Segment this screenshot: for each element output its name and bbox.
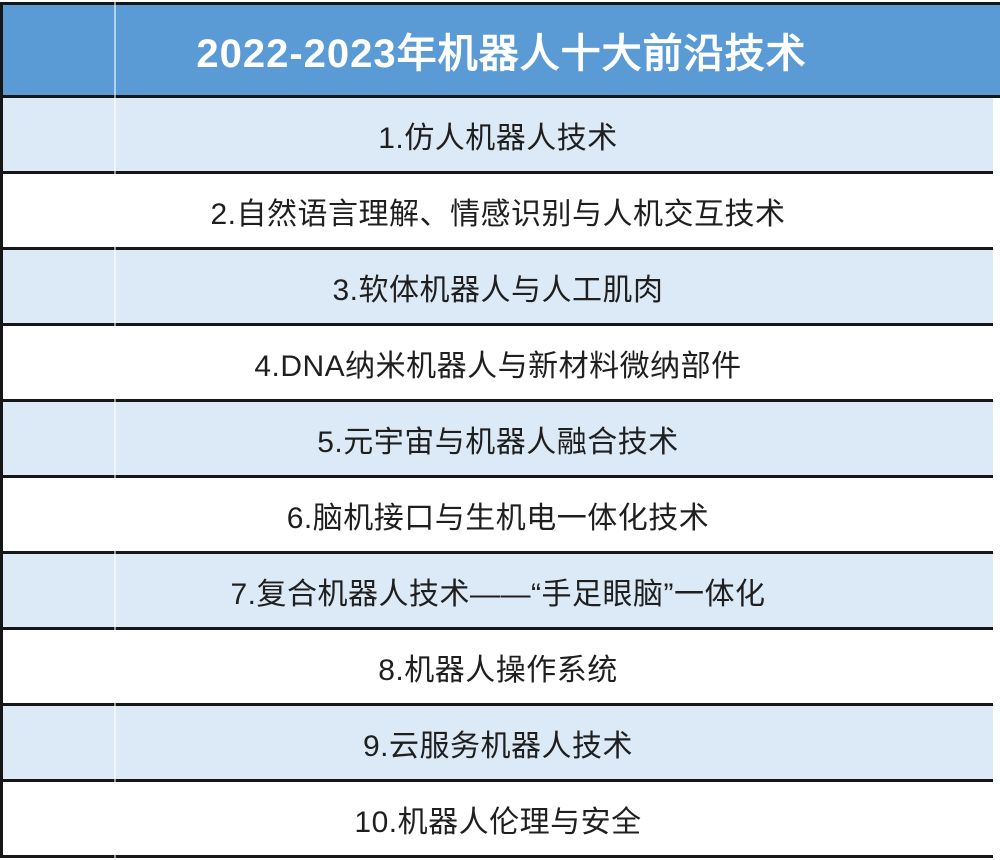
table-row: 8.机器人操作系统	[3, 630, 993, 706]
table-row: 9.云服务机器人技术	[3, 706, 993, 782]
table-title: 2022-2023年机器人十大前沿技术	[196, 32, 807, 76]
table-row: 7.复合机器人技术——“手足眼脑”一体化	[3, 554, 993, 630]
table-row: 10.机器人伦理与安全	[3, 782, 993, 858]
table-row: 3.软体机器人与人工肌肉	[3, 250, 993, 326]
table-row: 4.DNA纳米机器人与新材料微纳部件	[3, 326, 993, 402]
table-row: 2.自然语言理解、情感识别与人机交互技术	[3, 174, 993, 250]
table-row: 1.仿人机器人技术	[3, 98, 993, 174]
table-body: 1.仿人机器人技术 2.自然语言理解、情感识别与人机交互技术 3.软体机器人与人…	[3, 98, 993, 858]
table-title-bar: 2022-2023年机器人十大前沿技术	[3, 2, 1000, 98]
table-row: 6.脑机接口与生机电一体化技术	[3, 478, 993, 554]
table-row: 5.元宇宙与机器人融合技术	[3, 402, 993, 478]
